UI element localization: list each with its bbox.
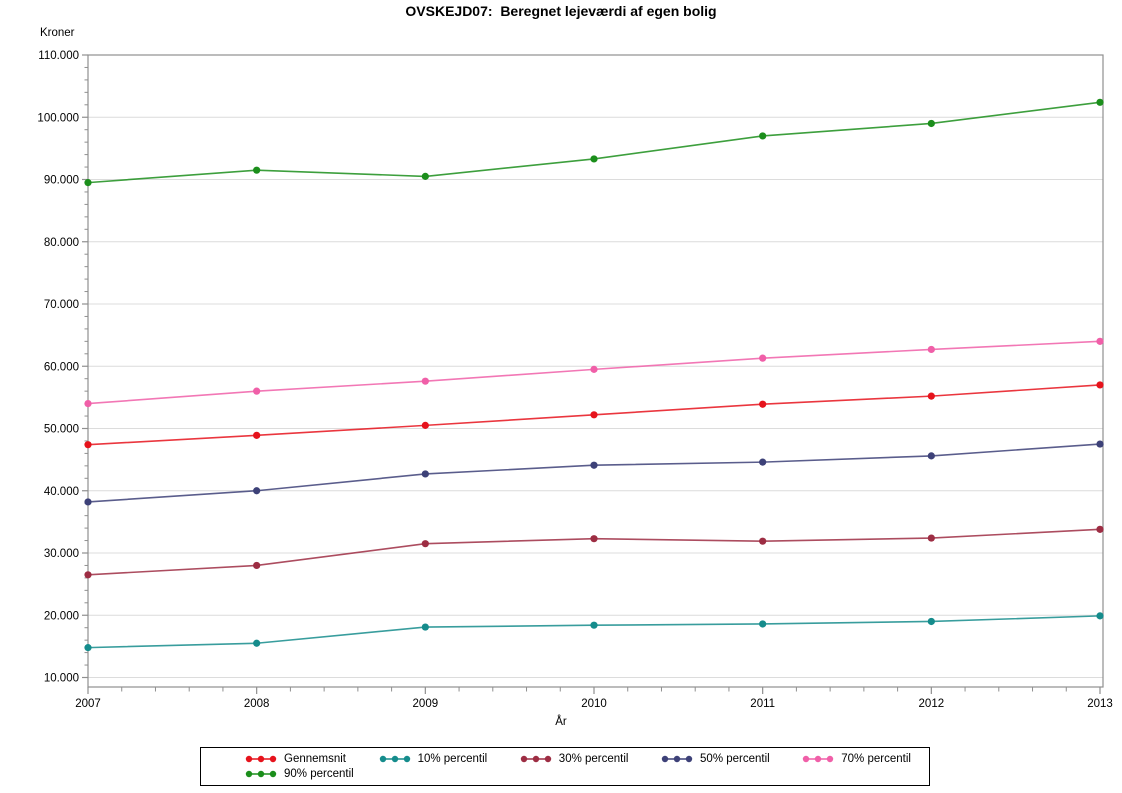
y-axis-title: Kroner [40,27,75,39]
legend-item-70-percentil: 70% percentil [802,753,911,765]
y-tick-label: 90.000 [44,175,79,187]
legend-item-label: Gennemsnit [284,753,347,765]
data-point [590,411,598,419]
legend-item-50-percentil: 50% percentil [661,753,770,765]
data-point [590,461,598,469]
data-point [759,400,767,408]
data-point [253,387,261,395]
data-point [253,561,261,570]
data-point [590,621,598,629]
data-point [84,644,92,652]
y-tick-label: 100.000 [37,112,79,124]
data-point [253,166,261,174]
x-tick-label: 2012 [919,698,945,710]
series-line-90-percentil [87,101,1101,184]
data-point [253,639,261,647]
legend-series-marker-icon [245,770,277,778]
series-line-10-percentil [87,615,1101,649]
data-point [759,132,767,140]
data-point [84,571,92,579]
data-point [590,535,598,543]
legend-item-label: 30% percentil [558,753,629,765]
x-tick-label: 2011 [750,698,775,710]
data-point [759,354,767,362]
data-point [421,623,429,631]
legend-series-marker-icon [803,755,834,763]
y-tick-label: 10.000 [44,673,79,685]
data-point [927,119,935,128]
series-line-50-percentil [87,443,1101,503]
data-point [253,487,261,495]
data-point [759,537,767,545]
data-point [1096,525,1104,533]
data-point [1096,381,1104,389]
data-point [84,441,92,449]
data-point [1096,98,1104,106]
chart-title: OVSKEJD07: Beregnet lejeværdi af egen bo… [405,3,717,19]
data-point [421,377,429,385]
legend: Gennemsnit 10% percentil 30% percentil 50% … [200,747,930,786]
data-point [927,345,935,354]
legend-item-label: 90% percentil [284,768,354,780]
data-point [590,155,598,163]
legend-series-marker-icon [520,755,551,763]
y-tick-label: 20.000 [44,610,79,622]
data-point [927,617,935,626]
legend-item-30-percentil: 30% percentil [520,753,629,765]
legend-item-label: 10% percentil [417,753,488,765]
legend-series-marker-icon [379,755,410,763]
data-point [421,540,429,548]
data-point [927,392,935,400]
data-point [759,458,767,466]
y-tick-label: 110.000 [38,50,79,62]
data-point [84,400,92,408]
data-point [927,534,935,542]
data-point [421,470,429,478]
data-point [927,452,935,460]
legend-item-10-percentil: 10% percentil [379,753,488,765]
x-tick-label: 2007 [75,698,101,710]
data-point [421,172,429,180]
plot-area: 10.000 20.000 30.000 40.000 50.000 60.000 70.0… [37,50,1113,710]
x-tick-label: 2013 [1087,698,1113,710]
legend-row-2: 90% percentil [213,768,917,780]
data-point [84,498,92,506]
plot-frame [87,54,1104,688]
y-tick-label: 80.000 [44,237,79,249]
legend-item-gennemsnit: Gennemsnit [245,753,346,765]
data-point [590,365,598,373]
data-point [1096,612,1104,620]
data-point [84,179,92,187]
x-axis-title: År [555,716,567,728]
legend-series-marker-icon [245,755,277,763]
legend-item-label: 50% percentil [700,753,770,765]
legend-item-90-percentil: 90% percentil [245,768,354,780]
y-tick-label: 30.000 [44,548,79,560]
y-tick-label: 70.000 [44,299,79,311]
legend-series-marker-icon [661,755,693,763]
x-tick-label: 2010 [581,698,607,710]
data-point [253,431,261,439]
legend-item-label: 70% percentil [841,753,911,765]
x-tick-label: 2009 [413,698,439,710]
data-point [759,620,767,628]
x-tick-label: 2008 [244,698,270,710]
data-point [1096,440,1104,448]
y-tick-label: 60.000 [44,361,79,373]
y-tick-label: 50.000 [44,424,79,436]
data-point [421,421,429,429]
y-tick-label: 40.000 [44,486,79,498]
legend-row-1: Gennemsnit 10% percentil 30% percentil 50% … [213,753,917,765]
data-point [1096,337,1104,345]
